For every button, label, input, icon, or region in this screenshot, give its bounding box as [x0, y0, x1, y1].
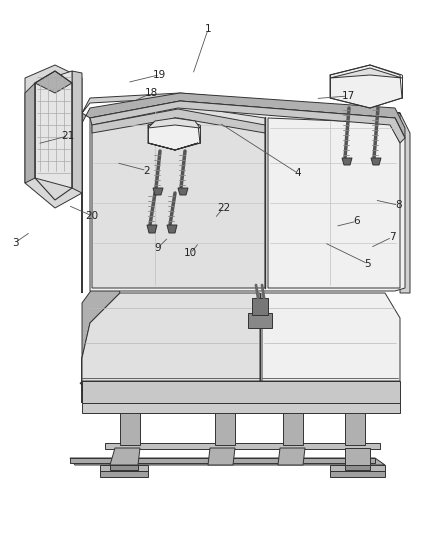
Polygon shape: [330, 471, 385, 477]
Polygon shape: [35, 71, 72, 93]
Polygon shape: [278, 448, 305, 465]
Polygon shape: [148, 118, 200, 128]
Text: 19: 19: [153, 70, 166, 79]
Polygon shape: [120, 388, 140, 445]
Polygon shape: [268, 118, 400, 288]
Polygon shape: [148, 143, 198, 150]
Polygon shape: [371, 158, 381, 165]
Text: 18: 18: [145, 88, 158, 98]
Polygon shape: [70, 458, 375, 463]
Text: 21: 21: [61, 131, 74, 141]
Polygon shape: [25, 65, 82, 208]
Polygon shape: [82, 93, 405, 138]
Polygon shape: [35, 71, 72, 188]
Polygon shape: [90, 101, 405, 143]
Text: 17: 17: [342, 91, 355, 101]
Polygon shape: [110, 465, 138, 470]
Polygon shape: [92, 109, 265, 133]
Text: 7: 7: [389, 232, 396, 242]
Polygon shape: [167, 225, 177, 233]
Polygon shape: [330, 465, 385, 471]
Polygon shape: [92, 105, 265, 288]
Polygon shape: [330, 65, 402, 108]
Polygon shape: [82, 293, 260, 381]
Polygon shape: [105, 443, 380, 449]
Polygon shape: [80, 381, 400, 388]
Polygon shape: [100, 465, 148, 471]
Polygon shape: [248, 313, 272, 328]
Polygon shape: [110, 448, 140, 465]
Text: 5: 5: [364, 259, 371, 269]
Polygon shape: [147, 225, 157, 233]
Polygon shape: [153, 188, 163, 195]
Polygon shape: [345, 385, 365, 445]
Polygon shape: [330, 68, 402, 78]
Polygon shape: [82, 93, 410, 293]
Text: 8: 8: [395, 200, 402, 210]
Text: 10: 10: [184, 248, 197, 258]
Polygon shape: [70, 458, 385, 465]
Polygon shape: [25, 83, 35, 183]
Text: 3: 3: [12, 238, 19, 247]
Polygon shape: [82, 273, 120, 403]
Text: 9: 9: [154, 243, 161, 253]
Text: 6: 6: [353, 216, 360, 226]
Text: 2: 2: [143, 166, 150, 175]
Polygon shape: [215, 383, 235, 445]
Polygon shape: [90, 101, 405, 291]
Text: 20: 20: [85, 211, 99, 221]
Polygon shape: [345, 448, 370, 465]
Polygon shape: [72, 71, 82, 193]
Polygon shape: [342, 158, 352, 165]
Polygon shape: [252, 298, 268, 315]
Polygon shape: [345, 465, 370, 470]
Polygon shape: [178, 188, 188, 195]
Polygon shape: [100, 471, 148, 477]
Polygon shape: [283, 381, 303, 445]
Text: 22: 22: [217, 203, 230, 213]
Polygon shape: [82, 401, 400, 413]
Polygon shape: [148, 118, 200, 150]
Polygon shape: [262, 293, 400, 381]
Polygon shape: [208, 448, 235, 465]
Text: 4: 4: [294, 168, 301, 178]
Text: 1: 1: [205, 25, 212, 34]
Polygon shape: [82, 381, 400, 403]
